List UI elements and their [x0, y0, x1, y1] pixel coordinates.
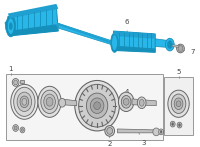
- Ellipse shape: [20, 96, 29, 108]
- Ellipse shape: [121, 96, 131, 108]
- Ellipse shape: [59, 98, 66, 107]
- Polygon shape: [8, 24, 58, 36]
- Polygon shape: [8, 4, 58, 18]
- Polygon shape: [117, 129, 156, 133]
- Ellipse shape: [178, 46, 183, 51]
- Ellipse shape: [159, 129, 164, 135]
- Ellipse shape: [167, 41, 172, 49]
- Polygon shape: [113, 31, 155, 52]
- Ellipse shape: [38, 86, 61, 117]
- Bar: [6, 74, 163, 140]
- Ellipse shape: [174, 98, 183, 110]
- Polygon shape: [113, 31, 155, 39]
- Ellipse shape: [7, 18, 14, 34]
- Ellipse shape: [177, 44, 184, 53]
- Text: 5: 5: [176, 69, 181, 75]
- Ellipse shape: [20, 127, 25, 133]
- Polygon shape: [58, 23, 115, 46]
- Text: 6: 6: [125, 19, 129, 33]
- Ellipse shape: [112, 35, 117, 50]
- Ellipse shape: [6, 16, 16, 37]
- Ellipse shape: [86, 93, 108, 118]
- Text: 2: 2: [108, 136, 112, 147]
- Ellipse shape: [168, 90, 189, 117]
- Ellipse shape: [14, 87, 35, 116]
- Text: 4: 4: [125, 89, 131, 101]
- Ellipse shape: [75, 80, 119, 131]
- Ellipse shape: [170, 121, 175, 127]
- Ellipse shape: [177, 122, 182, 128]
- Ellipse shape: [179, 124, 180, 127]
- Bar: [164, 77, 193, 135]
- Ellipse shape: [46, 97, 53, 106]
- Polygon shape: [61, 99, 77, 106]
- Ellipse shape: [176, 101, 181, 107]
- Polygon shape: [113, 46, 155, 52]
- Ellipse shape: [165, 38, 174, 51]
- Ellipse shape: [123, 98, 129, 105]
- Ellipse shape: [105, 126, 115, 136]
- Ellipse shape: [111, 33, 118, 52]
- Polygon shape: [172, 45, 180, 47]
- Polygon shape: [20, 80, 24, 83]
- Ellipse shape: [14, 80, 18, 85]
- Ellipse shape: [118, 92, 134, 112]
- Ellipse shape: [11, 84, 38, 119]
- Polygon shape: [8, 7, 58, 36]
- Polygon shape: [132, 99, 156, 106]
- Ellipse shape: [13, 125, 19, 131]
- Ellipse shape: [137, 97, 146, 109]
- Ellipse shape: [139, 99, 144, 106]
- Ellipse shape: [90, 98, 104, 113]
- Polygon shape: [155, 39, 170, 47]
- Ellipse shape: [9, 23, 12, 30]
- Ellipse shape: [22, 98, 27, 105]
- Ellipse shape: [171, 94, 186, 113]
- Ellipse shape: [44, 94, 55, 110]
- Ellipse shape: [94, 102, 100, 110]
- Ellipse shape: [160, 130, 162, 133]
- Ellipse shape: [41, 90, 58, 113]
- Ellipse shape: [172, 123, 174, 126]
- Ellipse shape: [12, 78, 19, 86]
- Polygon shape: [58, 23, 115, 45]
- Polygon shape: [5, 19, 11, 33]
- Text: 3: 3: [139, 133, 146, 146]
- Text: 1: 1: [8, 66, 12, 72]
- Text: 7: 7: [183, 49, 195, 55]
- Ellipse shape: [21, 128, 23, 131]
- Ellipse shape: [107, 127, 113, 134]
- Ellipse shape: [153, 128, 160, 136]
- Ellipse shape: [14, 126, 17, 130]
- Ellipse shape: [17, 92, 32, 112]
- Ellipse shape: [79, 84, 116, 127]
